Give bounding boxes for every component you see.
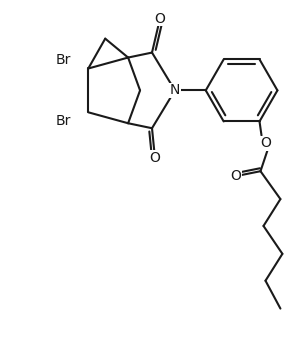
Text: O: O xyxy=(155,12,166,26)
Text: O: O xyxy=(150,151,160,165)
Text: O: O xyxy=(230,169,241,183)
Text: N: N xyxy=(170,83,180,97)
Text: Br: Br xyxy=(56,53,71,66)
Text: Br: Br xyxy=(56,114,71,128)
Text: O: O xyxy=(260,136,271,150)
